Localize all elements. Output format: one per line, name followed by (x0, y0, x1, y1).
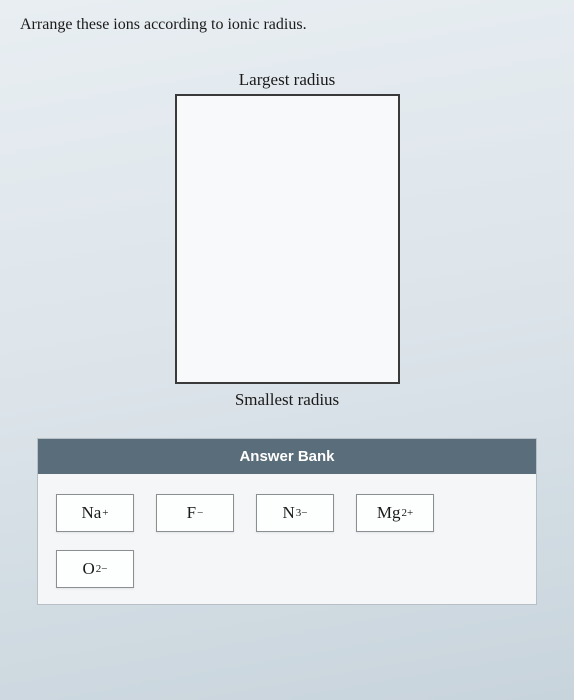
answer-bank-body: Na+ F− N3− Mg2+ O2− (38, 474, 536, 604)
ion-tile-na[interactable]: Na+ (56, 494, 134, 532)
ion-base: F (187, 503, 196, 523)
ion-base: O (83, 559, 95, 579)
answer-bank-header: Answer Bank (38, 439, 536, 474)
ion-charge: + (102, 507, 108, 519)
ion-charge: − (197, 507, 203, 519)
ranking-area: Largest radius Smallest radius (20, 70, 554, 410)
ion-base: Na (81, 503, 101, 523)
ion-tile-o[interactable]: O2− (56, 550, 134, 588)
answer-bank: Answer Bank Na+ F− N3− Mg2+ O2− (37, 438, 537, 605)
ion-base: N (283, 503, 295, 523)
ion-charge: 3− (296, 507, 308, 519)
question-prompt: Arrange these ions according to ionic ra… (20, 16, 554, 34)
ion-tile-f[interactable]: F− (156, 494, 234, 532)
smallest-radius-label: Smallest radius (20, 390, 554, 410)
largest-radius-label: Largest radius (20, 70, 554, 90)
ion-charge: 2+ (401, 507, 413, 519)
ion-tile-mg[interactable]: Mg2+ (356, 494, 434, 532)
ion-tile-n[interactable]: N3− (256, 494, 334, 532)
ion-base: Mg (377, 503, 401, 523)
ion-charge: 2− (96, 563, 108, 575)
ranking-drop-zone[interactable] (175, 94, 400, 384)
